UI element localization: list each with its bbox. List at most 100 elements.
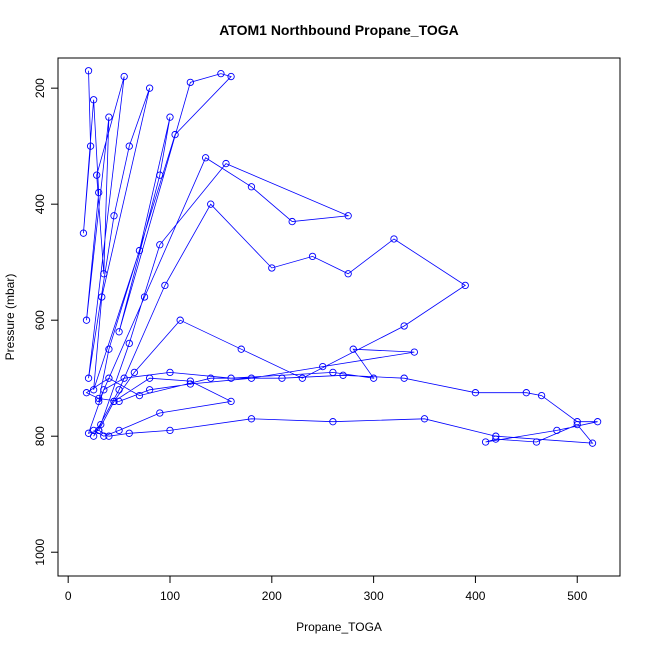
data-point [298, 374, 306, 382]
data-point [82, 316, 91, 324]
data-point [308, 252, 317, 261]
data-point [95, 397, 103, 406]
data-point [186, 78, 195, 87]
data-point [278, 374, 286, 382]
data-point [140, 293, 149, 301]
data-point [288, 217, 296, 226]
data-point [349, 345, 357, 353]
data-point [186, 377, 195, 385]
data-point [82, 389, 91, 397]
data-point [115, 426, 123, 435]
data-point [227, 72, 235, 81]
data-point [84, 67, 93, 75]
y-tick-label: 1000 [33, 539, 47, 566]
y-tick-label: 200 [33, 78, 47, 98]
data-point [171, 130, 179, 139]
data-point [492, 435, 500, 443]
x-tick-label: 300 [364, 589, 384, 603]
data-point [145, 374, 154, 382]
data-point [166, 368, 174, 377]
y-tick-label: 800 [33, 426, 47, 446]
data-point [125, 142, 133, 150]
data-point [207, 200, 215, 208]
data-point [593, 418, 602, 426]
data-point [95, 394, 103, 403]
data-point [247, 374, 256, 382]
data-point [156, 171, 164, 179]
data-point [537, 391, 546, 400]
data-point [400, 322, 408, 330]
data-point [268, 264, 276, 272]
data-point [120, 374, 128, 382]
x-axis-label: Propane_TOGA [296, 620, 382, 634]
data-point [95, 426, 103, 435]
data-point [120, 72, 128, 81]
data-point [89, 386, 98, 394]
data-point [400, 374, 408, 382]
data-point [105, 113, 113, 121]
data-point [573, 420, 581, 429]
data-point [247, 415, 256, 423]
data-point [95, 188, 103, 197]
data-point [369, 374, 378, 382]
data-point [110, 397, 118, 406]
x-tick-label: 0 [65, 589, 72, 603]
data-point [461, 281, 469, 290]
y-tick-label: 400 [33, 194, 47, 214]
data-point [105, 374, 113, 382]
data-point [166, 113, 174, 121]
x-tick-label: 200 [262, 589, 282, 603]
data-point [100, 270, 108, 278]
data-point [532, 438, 541, 446]
data-point [553, 426, 561, 435]
data-point [471, 389, 480, 397]
data-point [227, 374, 235, 382]
y-tick-label: 600 [33, 310, 47, 330]
data-point [135, 391, 144, 400]
data-point [390, 235, 398, 243]
data-point [227, 397, 235, 406]
data-point [207, 374, 215, 382]
plot-frame [57, 57, 621, 577]
data-point [176, 316, 184, 324]
data-point [125, 429, 133, 437]
data-point [410, 348, 418, 356]
x-tick-label: 400 [465, 589, 485, 603]
data-point [135, 246, 144, 255]
data-point [100, 432, 108, 440]
data-point [125, 339, 133, 348]
data-point [201, 154, 210, 162]
chart-title: ATOM1 Northbound Propane_TOGA [219, 22, 459, 38]
data-point [156, 409, 164, 417]
plot-layer [79, 67, 602, 447]
data-point [115, 386, 123, 394]
data-point [186, 380, 195, 388]
data-point [217, 70, 225, 78]
data-point [89, 96, 98, 104]
data-point [237, 345, 245, 353]
data-point [93, 171, 101, 179]
data-point [105, 432, 113, 440]
data-point [161, 281, 169, 290]
data-point [86, 142, 95, 150]
data-point [105, 345, 113, 353]
data-point [344, 212, 352, 220]
x-tick-label: 100 [160, 589, 180, 603]
data-point [420, 415, 429, 423]
data-point [89, 426, 98, 435]
data-point [344, 270, 352, 278]
data-point [115, 397, 123, 406]
data-point [222, 159, 230, 168]
data-point [522, 389, 530, 397]
data-point [98, 293, 106, 301]
data-point [166, 426, 174, 435]
data-point [130, 368, 139, 377]
data-point [339, 371, 347, 379]
data-point [110, 212, 118, 220]
series-line [83, 70, 598, 444]
data-point [145, 84, 154, 92]
data-point [145, 386, 154, 394]
data-point [156, 241, 164, 249]
data-point [100, 386, 108, 394]
